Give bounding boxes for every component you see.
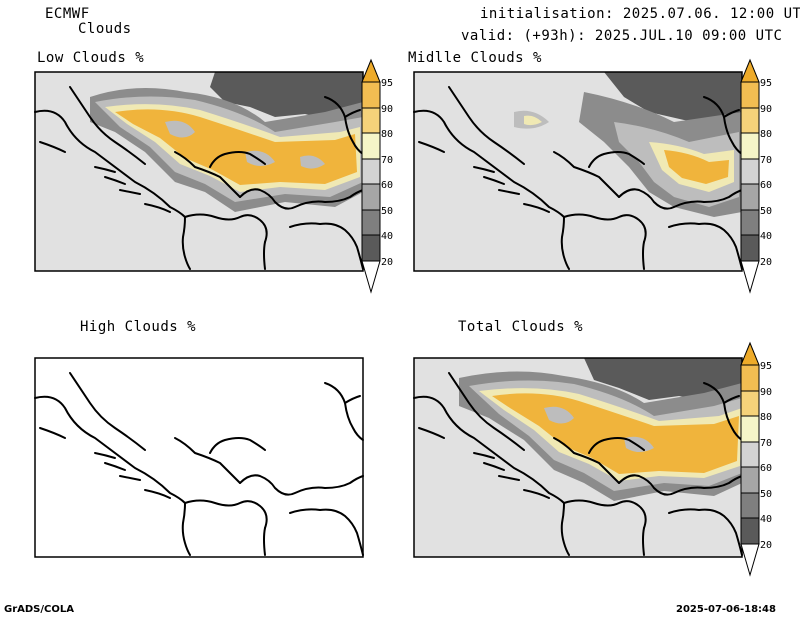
panel-title-middle-clouds: Midlle Clouds %: [408, 50, 542, 66]
colorbar-labels-middle-clouds: 20 40 50 60 70 80 90 95: [760, 78, 772, 268]
colorbar-tick-label: 50: [760, 206, 772, 217]
colorbar-tick-label: 80: [760, 129, 772, 140]
colorbar-middle-clouds: [740, 59, 760, 293]
footer-timestamp-label: 2025-07-06-18:48: [676, 604, 776, 615]
colorbar-tick-label: 95: [760, 78, 772, 89]
panel-title-low-clouds: Low Clouds %: [37, 50, 145, 66]
colorbar-tick-label: 70: [760, 155, 772, 166]
colorbar-tick-label: 95: [760, 361, 772, 372]
panel-total-clouds: [413, 357, 743, 558]
colorbar-labels-low-clouds: 20 40 50 60 70 80 90 95: [381, 78, 393, 268]
colorbar-tick-label: 70: [381, 155, 393, 166]
panel-title-high-clouds: High Clouds %: [80, 319, 197, 335]
colorbar-tick-label: 20: [381, 257, 393, 268]
initialisation-label: initialisation: 2025.07.06. 12:00 UTC: [480, 6, 800, 22]
colorbar-tick-label: 40: [760, 514, 772, 525]
colorbar-tick-label: 60: [760, 463, 772, 474]
colorbar-tick-label: 20: [760, 540, 772, 551]
colorbar-tick-label: 90: [381, 104, 393, 115]
colorbar-tick-label: 60: [381, 180, 393, 191]
colorbar-tick-label: 95: [381, 78, 393, 89]
colorbar-tick-label: 20: [760, 257, 772, 268]
colorbar-tick-label: 70: [760, 438, 772, 449]
colorbar-tick-label: 40: [760, 231, 772, 242]
colorbar-total-clouds: [740, 342, 760, 576]
footer-software-label: GrADS/COLA: [4, 604, 74, 615]
panel-high-clouds: [34, 357, 364, 558]
colorbar-tick-label: 90: [760, 387, 772, 398]
colorbar-tick-label: 90: [760, 104, 772, 115]
model-label: ECMWF: [45, 6, 90, 22]
colorbar-tick-label: 50: [381, 206, 393, 217]
parameter-label: Clouds: [78, 21, 132, 37]
colorbar-tick-label: 50: [760, 489, 772, 500]
colorbar-tick-label: 80: [760, 412, 772, 423]
panel-middle-clouds: [413, 71, 743, 272]
valid-time-label: valid: (+93h): 2025.JUL.10 09:00 UTC: [461, 28, 783, 44]
colorbar-tick-label: 80: [381, 129, 393, 140]
panel-low-clouds: [34, 71, 364, 272]
colorbar-low-clouds: [361, 59, 381, 293]
colorbar-labels-total-clouds: 20 40 50 60 70 80 90 95: [760, 361, 772, 551]
panel-title-total-clouds: Total Clouds %: [458, 319, 584, 335]
colorbar-tick-label: 40: [381, 231, 393, 242]
colorbar-tick-label: 60: [760, 180, 772, 191]
